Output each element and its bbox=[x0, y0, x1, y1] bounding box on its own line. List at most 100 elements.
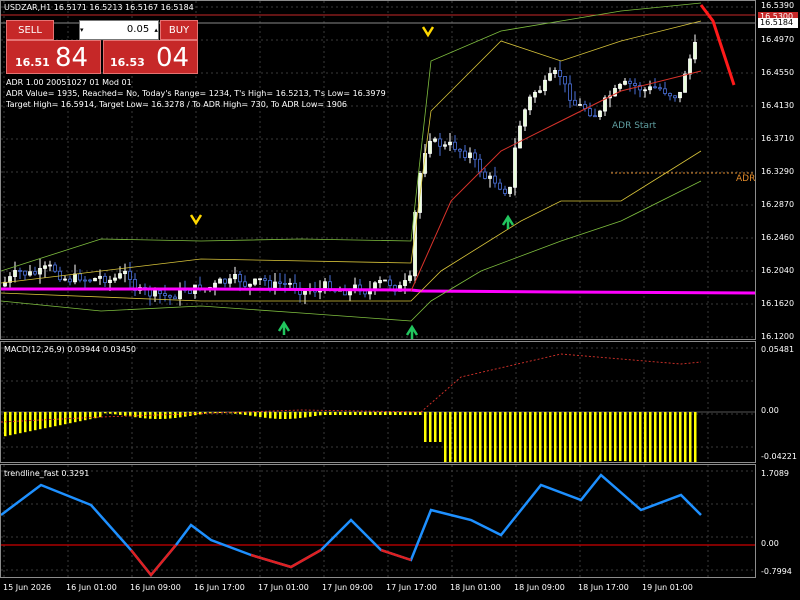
macd-bar bbox=[694, 412, 697, 462]
candle-body bbox=[553, 70, 557, 74]
candle-body bbox=[23, 270, 27, 276]
candle-body bbox=[218, 278, 222, 284]
macd-bar bbox=[64, 412, 67, 425]
macd-bar bbox=[634, 412, 637, 462]
candle-body bbox=[273, 281, 277, 289]
time-tick: 16 Jun 09:00 bbox=[130, 583, 181, 592]
time-tick: 15 Jun 2026 bbox=[3, 583, 52, 592]
macd-bar bbox=[334, 412, 337, 415]
candle-body bbox=[578, 104, 582, 106]
candle-body bbox=[163, 293, 167, 296]
candle-body bbox=[223, 278, 227, 284]
candle-body bbox=[563, 76, 567, 85]
candle-body bbox=[83, 279, 87, 282]
candle-body bbox=[278, 281, 282, 284]
trend-tick: -0.7994 bbox=[761, 567, 792, 576]
candle-body bbox=[423, 153, 427, 174]
candle-body bbox=[648, 86, 652, 91]
candle-body bbox=[53, 264, 57, 272]
candle-body bbox=[98, 275, 102, 279]
candle-body bbox=[593, 115, 597, 118]
buy-button[interactable]: BUY bbox=[160, 20, 198, 40]
macd-bar bbox=[279, 412, 282, 419]
sell-quote[interactable]: 16.51 84 bbox=[6, 40, 101, 74]
macd-tick: 0.05481 bbox=[761, 345, 795, 354]
sell-price-small: 16.51 bbox=[15, 56, 50, 69]
trendline-negative-segment bbox=[380, 548, 412, 562]
macd-bar bbox=[199, 412, 202, 415]
macd-bar bbox=[84, 412, 87, 421]
moving-average-line bbox=[1, 287, 755, 295]
candle-body bbox=[128, 270, 132, 280]
trendline-pane[interactable] bbox=[0, 464, 756, 578]
macd-bar bbox=[414, 412, 417, 415]
time-tick: 17 Jun 09:00 bbox=[322, 583, 373, 592]
macd-bar bbox=[74, 412, 77, 423]
macd-bar bbox=[669, 412, 672, 462]
macd-bar bbox=[309, 412, 312, 417]
top-price-badge: 16.5300 bbox=[758, 12, 798, 22]
candle-body bbox=[628, 80, 632, 84]
macd-pane[interactable] bbox=[0, 341, 756, 463]
candle-body bbox=[188, 290, 192, 294]
macd-bar bbox=[339, 412, 342, 415]
macd-bar bbox=[389, 412, 392, 415]
price-chart-pane[interactable] bbox=[0, 0, 756, 340]
candle-body bbox=[588, 108, 592, 117]
candle-body bbox=[323, 281, 327, 290]
macd-bar bbox=[429, 412, 432, 442]
macd-bar bbox=[164, 412, 167, 419]
buy-price-small: 16.53 bbox=[110, 56, 145, 69]
candle-body bbox=[378, 280, 382, 284]
price-tick: 16.3290 bbox=[761, 167, 795, 176]
macd-bar bbox=[134, 412, 137, 418]
macd-bar bbox=[4, 412, 7, 437]
macd-bar bbox=[329, 412, 332, 415]
macd-bar bbox=[624, 412, 627, 462]
lot-up-icon[interactable]: ▴ bbox=[154, 26, 158, 34]
candle-body bbox=[403, 280, 407, 286]
macd-bar bbox=[504, 412, 507, 462]
buy-quote[interactable]: 16.53 04 bbox=[103, 40, 198, 74]
price-tick: 16.4970 bbox=[761, 35, 795, 44]
lot-down-icon[interactable]: ▾ bbox=[80, 26, 84, 34]
macd-bar bbox=[289, 412, 292, 419]
trendline-negative-segment bbox=[250, 548, 322, 569]
one-click-trade-panel: SELL ▾ ▴ BUY 16.51 84 16.53 04 bbox=[6, 20, 198, 74]
macd-bar bbox=[69, 412, 72, 424]
candle-body bbox=[48, 264, 52, 267]
macd-bar bbox=[564, 412, 567, 462]
green-up-arrow-icon bbox=[277, 320, 291, 335]
macd-bar bbox=[154, 412, 157, 419]
macd-bar bbox=[139, 412, 142, 418]
green-up-arrow-icon bbox=[501, 214, 515, 229]
sell-button[interactable]: SELL bbox=[6, 20, 54, 40]
candle-body bbox=[108, 279, 112, 283]
candle-body bbox=[633, 83, 637, 86]
macd-bar bbox=[174, 412, 177, 418]
candle-body bbox=[93, 278, 97, 282]
macd-bar bbox=[629, 412, 632, 462]
candle-body bbox=[523, 109, 527, 127]
candle-body bbox=[668, 93, 672, 97]
macd-bar bbox=[424, 412, 427, 442]
upper-envelope-line bbox=[1, 20, 702, 284]
macd-bar bbox=[234, 412, 237, 414]
time-tick: 18 Jun 09:00 bbox=[514, 583, 565, 592]
candle-body bbox=[253, 278, 257, 285]
macd-bar bbox=[649, 412, 652, 462]
macd-bar bbox=[489, 412, 492, 462]
candle-body bbox=[238, 273, 242, 283]
macd-bar bbox=[434, 412, 437, 442]
candle-body bbox=[263, 278, 267, 281]
lot-size-stepper[interactable]: ▾ ▴ bbox=[79, 20, 159, 40]
macd-bar bbox=[609, 412, 612, 462]
candle-body bbox=[388, 279, 392, 286]
macd-bar bbox=[104, 412, 107, 414]
price-tick: 16.1200 bbox=[761, 332, 795, 341]
lot-size-input[interactable] bbox=[95, 23, 152, 36]
macd-bar bbox=[394, 412, 397, 415]
time-tick: 16 Jun 17:00 bbox=[194, 583, 245, 592]
trend-tick: 0.00 bbox=[761, 539, 779, 548]
sell-price-big: 84 bbox=[55, 43, 89, 73]
